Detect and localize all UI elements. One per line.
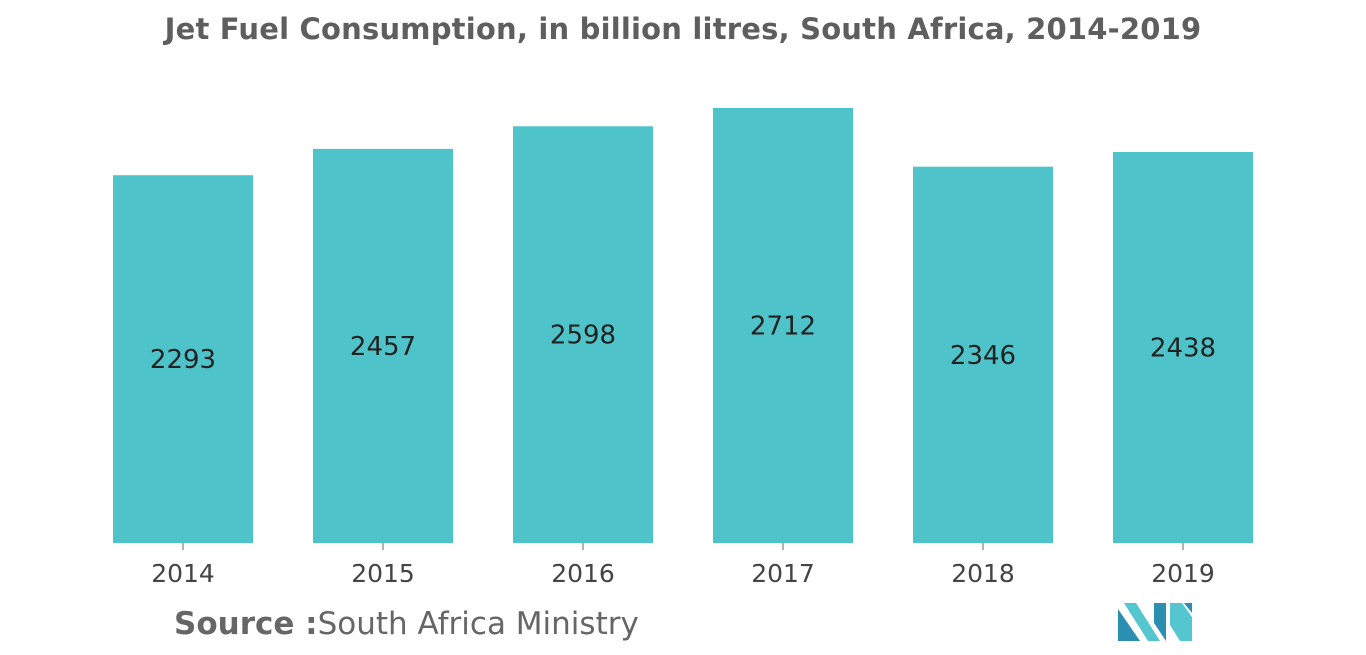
x-tick-label-2014: 2014: [151, 559, 215, 588]
x-tick-label-2019: 2019: [1151, 559, 1215, 588]
data-label-2017: 2712: [750, 312, 816, 342]
bar-2016: [513, 126, 653, 543]
bar-2019: [1113, 151, 1253, 544]
x-tick-label-2016: 2016: [551, 559, 615, 588]
bar-2017: [713, 108, 853, 543]
data-label-2018: 2346: [950, 341, 1016, 371]
bar-2018: [913, 166, 1053, 543]
data-label-2015: 2457: [350, 332, 416, 362]
bar-2014: [113, 175, 253, 544]
x-tick-label-2018: 2018: [951, 559, 1015, 588]
data-label-2014: 2293: [150, 345, 216, 375]
bar-2015: [313, 148, 453, 543]
chart-title: Jet Fuel Consumption, in billion litres,…: [164, 12, 1202, 46]
source-text: South Africa Ministry: [317, 606, 639, 642]
source-prefix: Source :: [174, 606, 318, 642]
data-label-2016: 2598: [550, 321, 616, 351]
bar-chart: 2293 2014 2457 2015 2598 2016 2712 2017 2346 2018…: [113, 108, 1253, 588]
mordor-intelligence-logo-icon: [1118, 603, 1192, 641]
data-label-2019: 2438: [1150, 333, 1216, 363]
x-tick-label-2017: 2017: [751, 559, 815, 588]
x-tick-label-2015: 2015: [351, 559, 415, 588]
source-note: Source :South Africa Ministry: [174, 606, 639, 642]
